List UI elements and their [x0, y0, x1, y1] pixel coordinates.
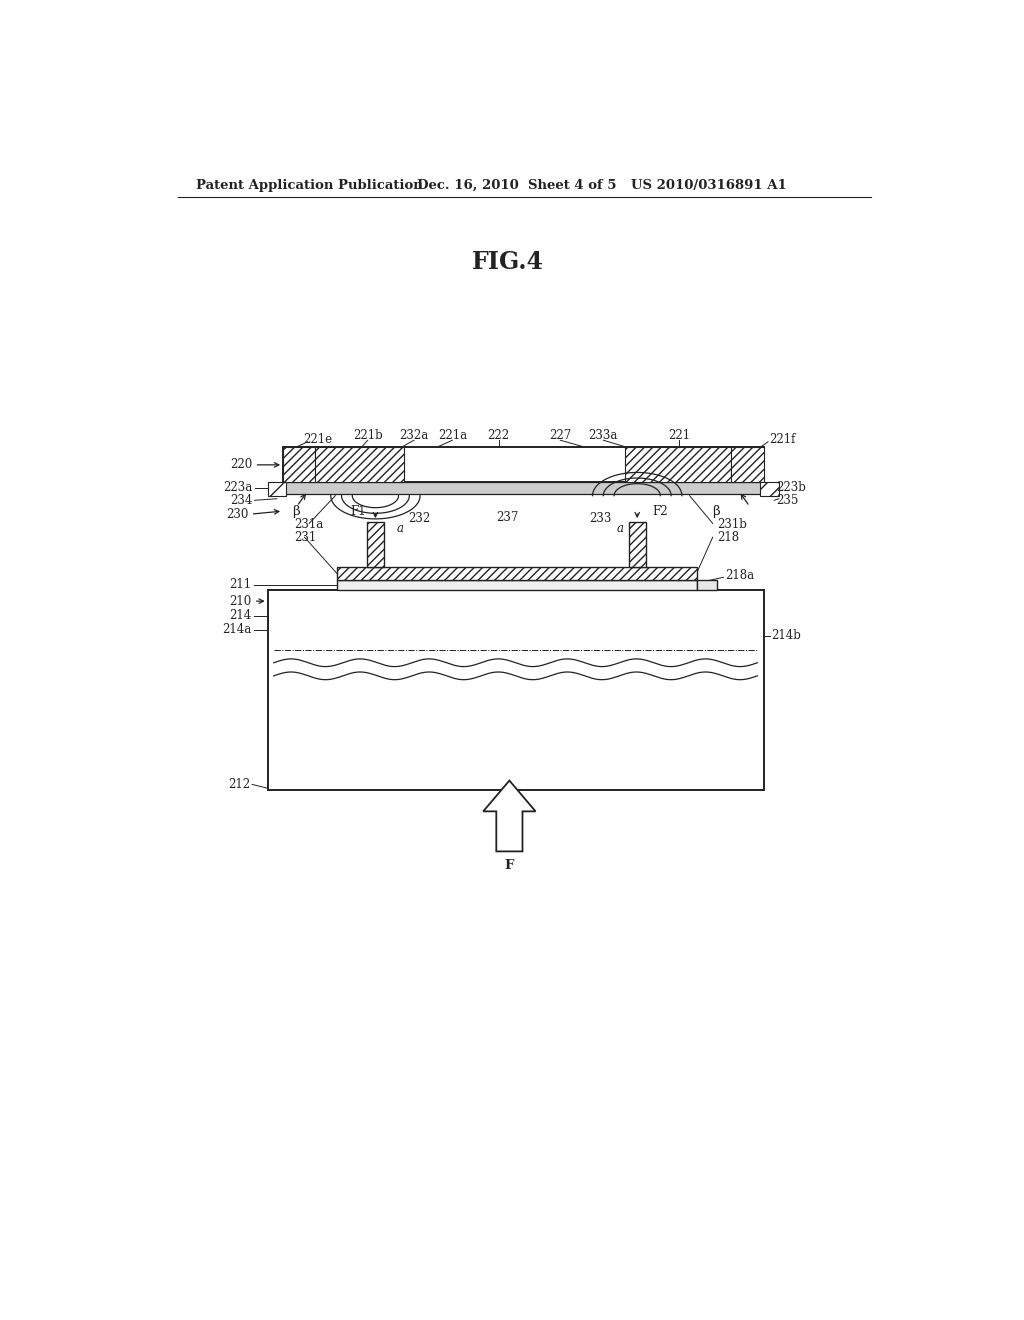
Text: a: a: [396, 521, 403, 535]
Text: 233: 233: [589, 512, 611, 525]
Text: 235: 235: [776, 494, 798, 507]
Text: 218: 218: [717, 531, 739, 544]
Text: 212: 212: [227, 777, 250, 791]
Text: β: β: [292, 504, 300, 517]
Bar: [315, 447, 403, 482]
Text: 218a: 218a: [725, 569, 754, 582]
Text: Patent Application Publication: Patent Application Publication: [196, 178, 423, 191]
Text: β: β: [712, 504, 720, 517]
Text: 233a: 233a: [589, 429, 618, 442]
Bar: [367, 521, 384, 566]
Bar: [283, 482, 764, 494]
Text: 222: 222: [487, 429, 510, 442]
Text: 232a: 232a: [399, 429, 429, 442]
Bar: [731, 447, 764, 482]
Bar: [267, 482, 286, 496]
Text: 221e: 221e: [303, 433, 332, 446]
Polygon shape: [483, 780, 536, 851]
Text: 237: 237: [497, 511, 519, 524]
Text: 221a: 221a: [438, 429, 467, 442]
Text: 232: 232: [409, 512, 430, 525]
Bar: [625, 447, 731, 482]
Text: 221: 221: [668, 429, 690, 442]
Text: 231b: 231b: [717, 519, 748, 532]
Text: 234: 234: [229, 494, 252, 507]
Bar: [267, 590, 764, 789]
Bar: [337, 581, 696, 590]
Bar: [629, 521, 646, 566]
Text: 231a: 231a: [294, 519, 323, 532]
Text: 210: 210: [229, 594, 252, 607]
Bar: [283, 447, 315, 482]
Text: 214a: 214a: [222, 623, 252, 636]
Text: 223a: 223a: [223, 482, 252, 495]
Text: FIG.4: FIG.4: [472, 251, 544, 275]
Text: 230: 230: [226, 508, 249, 520]
Text: US 2010/0316891 A1: US 2010/0316891 A1: [631, 178, 786, 191]
Bar: [696, 581, 717, 590]
Text: Dec. 16, 2010  Sheet 4 of 5: Dec. 16, 2010 Sheet 4 of 5: [417, 178, 616, 191]
Text: 221b: 221b: [353, 429, 383, 442]
Text: a: a: [616, 521, 624, 535]
Text: 214: 214: [229, 610, 252, 622]
Text: 227: 227: [549, 429, 571, 442]
Text: 221f: 221f: [770, 433, 796, 446]
Text: 223b: 223b: [776, 482, 806, 495]
Bar: [337, 566, 696, 581]
Bar: [283, 447, 764, 482]
Text: 231: 231: [294, 531, 316, 544]
Text: F: F: [505, 859, 514, 871]
Bar: [761, 482, 779, 496]
Text: 220: 220: [230, 458, 252, 471]
Text: F2: F2: [652, 504, 668, 517]
Text: 211: 211: [229, 578, 252, 591]
Text: F1: F1: [350, 504, 366, 517]
Text: 214b: 214b: [771, 630, 801, 643]
